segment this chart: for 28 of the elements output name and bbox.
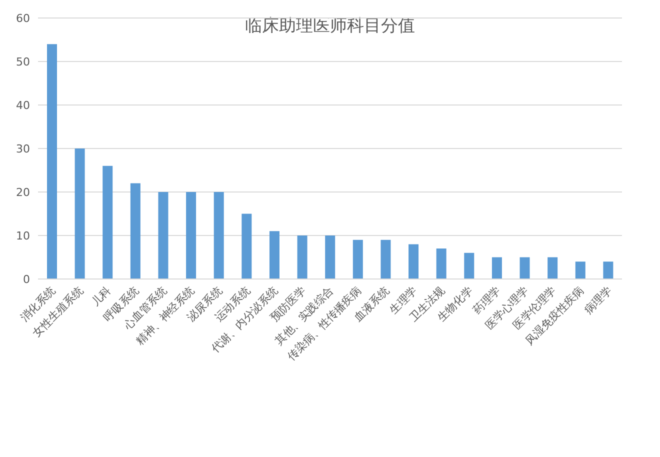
bar <box>186 192 196 279</box>
bar <box>492 257 502 279</box>
bar <box>325 236 336 279</box>
bar <box>269 231 280 279</box>
bar <box>603 262 614 279</box>
bar <box>297 236 308 279</box>
bar <box>548 257 558 279</box>
bar <box>102 166 113 279</box>
bar <box>352 240 363 279</box>
bar <box>408 244 419 279</box>
y-tick-label: 40 <box>16 98 30 112</box>
bar <box>158 192 168 279</box>
y-tick-label: 30 <box>16 142 30 156</box>
bar <box>130 183 140 279</box>
bar <box>74 148 85 279</box>
bar <box>214 192 224 279</box>
y-tick-label: 0 <box>23 272 30 286</box>
y-tick-label: 60 <box>16 12 30 25</box>
bar <box>47 44 57 279</box>
bar <box>436 248 446 279</box>
y-tick-label: 20 <box>16 186 30 199</box>
bar <box>464 252 474 279</box>
bar <box>520 257 530 279</box>
y-tick-label: 50 <box>16 55 30 68</box>
bar <box>575 262 586 279</box>
bar <box>380 240 391 279</box>
bar <box>242 214 252 279</box>
y-tick-label: 10 <box>16 229 30 242</box>
